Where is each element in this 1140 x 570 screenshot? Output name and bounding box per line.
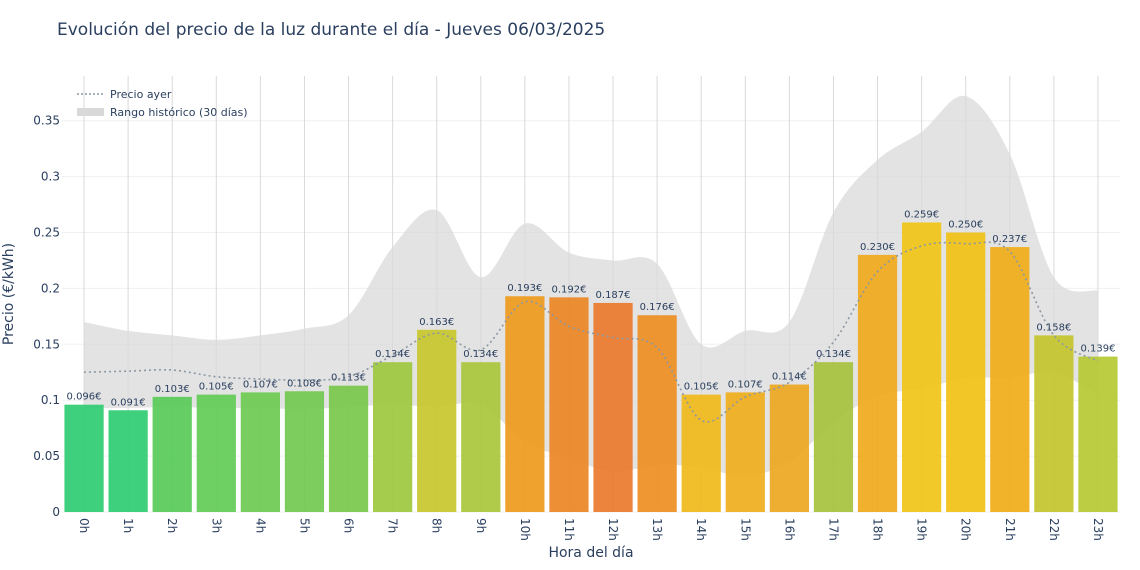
- bar-5h: [284, 391, 325, 512]
- y-tick-label: 0.35: [33, 114, 60, 128]
- bar-9h: [461, 362, 501, 512]
- bar-7h: [373, 362, 413, 512]
- y-tick-label: 0.2: [41, 281, 60, 295]
- bar-value-label: 0.192€: [551, 284, 586, 295]
- x-tick-label: 2h: [165, 518, 179, 533]
- x-tick-label: 19h: [915, 518, 929, 541]
- bar-1h: [108, 410, 148, 512]
- bar-value-label: 0.187€: [596, 290, 631, 301]
- bar-13h: [637, 315, 677, 512]
- bar-value-label: 0.105€: [199, 382, 234, 393]
- bar-value-label: 0.107€: [243, 379, 278, 390]
- bar-value-label: 0.103€: [155, 384, 190, 395]
- x-axis-title: Hora del día: [548, 545, 633, 561]
- bar-6h: [328, 385, 369, 512]
- bar-15h: [725, 392, 765, 512]
- x-tick-label: 6h: [342, 518, 356, 533]
- bar-value-label: 0.134€: [463, 349, 498, 360]
- legend: Precio ayer Rango histórico (30 días): [77, 88, 248, 119]
- y-tick-label: 0: [52, 505, 60, 519]
- bar-value-label: 0.163€: [419, 317, 454, 328]
- bar-12h: [593, 302, 633, 512]
- y-tick-label: 0.25: [33, 226, 60, 240]
- bar-value-label: 0.134€: [375, 349, 410, 360]
- y-tick-label: 0.05: [33, 449, 60, 463]
- x-tick-label: 23h: [1091, 518, 1105, 541]
- x-tick-label: 15h: [738, 518, 752, 541]
- x-tick-label: 8h: [430, 518, 444, 533]
- y-axis-title: Precio (€/kWh): [1, 243, 17, 345]
- bar-2h: [152, 396, 192, 512]
- bar-17h: [813, 362, 854, 512]
- bar-11h: [549, 297, 589, 512]
- x-tick-label: 13h: [650, 518, 664, 541]
- x-tick-label: 21h: [1003, 518, 1017, 541]
- bar-16h: [769, 384, 809, 512]
- bar-14h: [681, 394, 721, 512]
- yesterday-price-line: [84, 241, 1099, 423]
- bar-21h: [990, 247, 1030, 513]
- bar-3h: [196, 394, 236, 512]
- price-bars: [64, 222, 1118, 513]
- bar-value-label: 0.091€: [111, 397, 146, 408]
- x-tick-label: 16h: [782, 518, 796, 541]
- bar-value-label: 0.176€: [640, 302, 675, 313]
- x-tick-label: 1h: [121, 518, 135, 533]
- x-tick-label: 4h: [253, 518, 267, 533]
- x-tick-label: 9h: [474, 518, 488, 533]
- bar-value-label: 0.114€: [772, 372, 807, 383]
- x-tick-label: 10h: [518, 518, 532, 541]
- bar-19h: [902, 222, 942, 512]
- x-tick-label: 22h: [1047, 518, 1061, 541]
- bar-value-labels: 0.096€ 0.091€ 0.103€ 0.105€ 0.107€ 0.108€ 0.11…: [67, 209, 1116, 408]
- bar-value-label: 0.108€: [287, 378, 322, 389]
- chart-title: Evolución del precio de la luz durante e…: [57, 20, 606, 40]
- bar-4h: [240, 392, 280, 512]
- bar-value-label: 0.250€: [948, 220, 983, 231]
- y-tick-label: 0.15: [33, 337, 60, 351]
- bar-value-label: 0.107€: [728, 379, 763, 390]
- y-tick-label: 0.1: [41, 393, 60, 407]
- x-tick-label: 12h: [606, 518, 620, 541]
- x-tick-label: 5h: [297, 518, 311, 533]
- x-tick-label: 7h: [386, 518, 400, 533]
- bar-8h: [417, 329, 457, 512]
- legend-area-swatch: [77, 108, 104, 116]
- bar-value-label: 0.237€: [992, 234, 1027, 245]
- bar-value-label: 0.113€: [331, 373, 366, 384]
- x-tick-label: 3h: [209, 518, 223, 533]
- bar-value-label: 0.158€: [1036, 322, 1071, 333]
- axis-ticks: 0 0.05 0.1 0.15 0.2 0.25 0.3 0.35 0h 1h 2h 3h 4h 5h 6h…: [33, 114, 1105, 541]
- historical-range-band: [84, 95, 1098, 477]
- y-tick-label: 0.3: [41, 170, 60, 184]
- bar-23h: [1078, 356, 1118, 512]
- x-tick-label: 11h: [562, 518, 576, 541]
- x-tick-label: 17h: [826, 518, 840, 541]
- bar-value-label: 0.105€: [684, 382, 719, 393]
- x-tick-label: 0h: [77, 518, 91, 533]
- legend-label-yesterday: Precio ayer: [110, 88, 172, 101]
- x-tick-label: 20h: [959, 518, 973, 541]
- bar-0h: [64, 404, 104, 512]
- bar-18h: [857, 254, 898, 512]
- bar-20h: [946, 232, 986, 512]
- historical-range-area: [84, 95, 1098, 477]
- legend-label-history: Rango histórico (30 días): [110, 106, 248, 119]
- bar-value-label: 0.134€: [816, 349, 851, 360]
- yesterday-price-path: [84, 241, 1099, 423]
- bar-22h: [1034, 335, 1074, 512]
- x-tick-label: 14h: [694, 518, 708, 541]
- bar-value-label: 0.139€: [1080, 344, 1115, 355]
- bar-value-label: 0.096€: [67, 392, 102, 403]
- bar-10h: [505, 296, 545, 512]
- bar-value-label: 0.259€: [904, 209, 939, 220]
- bar-value-label: 0.230€: [860, 242, 895, 253]
- bar-value-label: 0.193€: [507, 283, 542, 294]
- x-tick-label: 18h: [871, 518, 885, 541]
